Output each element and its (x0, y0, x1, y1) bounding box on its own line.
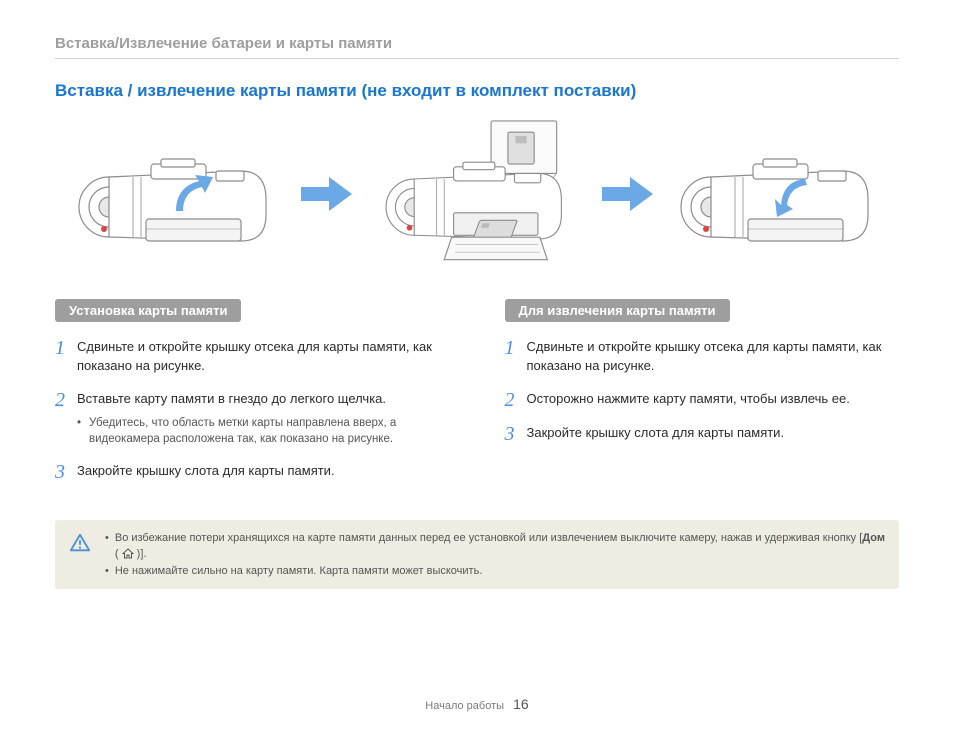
section-title: Вставка / извлечение карты памяти (не вх… (55, 81, 899, 101)
step-item: 3 Закройте крышку слота для карты памяти… (55, 462, 450, 482)
substep-text: Убедитесь, что область метки карты напра… (77, 415, 450, 448)
camera-illustration-1 (71, 119, 281, 269)
note-bold-label: Дом (862, 532, 885, 544)
camera-illustration-3 (673, 119, 883, 269)
step-item: 2 Вставьте карту памяти в гнездо до легк… (55, 390, 450, 448)
note-body: Во избежание потери хранящихся на карте … (105, 530, 885, 580)
note-text-2: Не нажимайте сильно на карту памяти. Кар… (115, 563, 483, 580)
step-item: 1 Сдвиньте и откройте крышку отсека для … (55, 338, 450, 376)
step-text: Закройте крышку слота для карты памяти. (77, 462, 450, 481)
left-column: Установка карты памяти 1 Сдвиньте и откр… (55, 299, 450, 496)
left-subheader: Установка карты памяти (55, 299, 241, 322)
page-footer: Начало работы 16 (0, 696, 954, 712)
warning-icon (69, 532, 91, 554)
step-text: Осторожно нажмите карту памяти, чтобы из… (527, 390, 900, 409)
step-number: 1 (55, 338, 69, 358)
step-main-text: Вставьте карту памяти в гнездо до легког… (77, 391, 386, 406)
step-number: 3 (55, 462, 69, 482)
step-item: 1 Сдвиньте и откройте крышку отсека для … (505, 338, 900, 376)
arrow-right-icon (600, 173, 655, 215)
step-text: Вставьте карту памяти в гнездо до легког… (77, 390, 450, 448)
footer-page-number: 16 (513, 696, 529, 712)
step-item: 3 Закройте крышку слота для карты памяти… (505, 424, 900, 444)
step-text: Сдвиньте и откройте крышку отсека для ка… (77, 338, 450, 376)
step-item: 2 Осторожно нажмите карту памяти, чтобы … (505, 390, 900, 410)
note-text-1a: Во избежание потери хранящихся на карте … (115, 532, 862, 544)
step-number: 2 (505, 390, 519, 410)
camera-illustration-2 (372, 119, 582, 269)
step-text: Сдвиньте и откройте крышку отсека для ка… (527, 338, 900, 376)
home-icon (122, 548, 134, 559)
note-box: Во избежание потери хранящихся на карте … (55, 520, 899, 590)
note-line-2: Не нажимайте сильно на карту памяти. Кар… (105, 563, 885, 580)
breadcrumb-title: Вставка/Извлечение батареи и карты памят… (55, 35, 899, 52)
figure-row (55, 119, 899, 269)
step-number: 2 (55, 390, 69, 410)
note-text-1c: )]. (134, 548, 147, 560)
note-text-1b: ( (115, 548, 122, 560)
step-number: 3 (505, 424, 519, 444)
right-column: Для извлечения карты памяти 1 Сдвиньте и… (505, 299, 900, 496)
instruction-columns: Установка карты памяти 1 Сдвиньте и откр… (55, 299, 899, 496)
note-line-1: Во избежание потери хранящихся на карте … (105, 530, 885, 563)
step-text: Закройте крышку слота для карты памяти. (527, 424, 900, 443)
arrow-right-icon (299, 173, 354, 215)
right-subheader: Для извлечения карты памяти (505, 299, 730, 322)
footer-label: Начало работы (425, 700, 504, 712)
step-number: 1 (505, 338, 519, 358)
divider-line (55, 58, 899, 59)
